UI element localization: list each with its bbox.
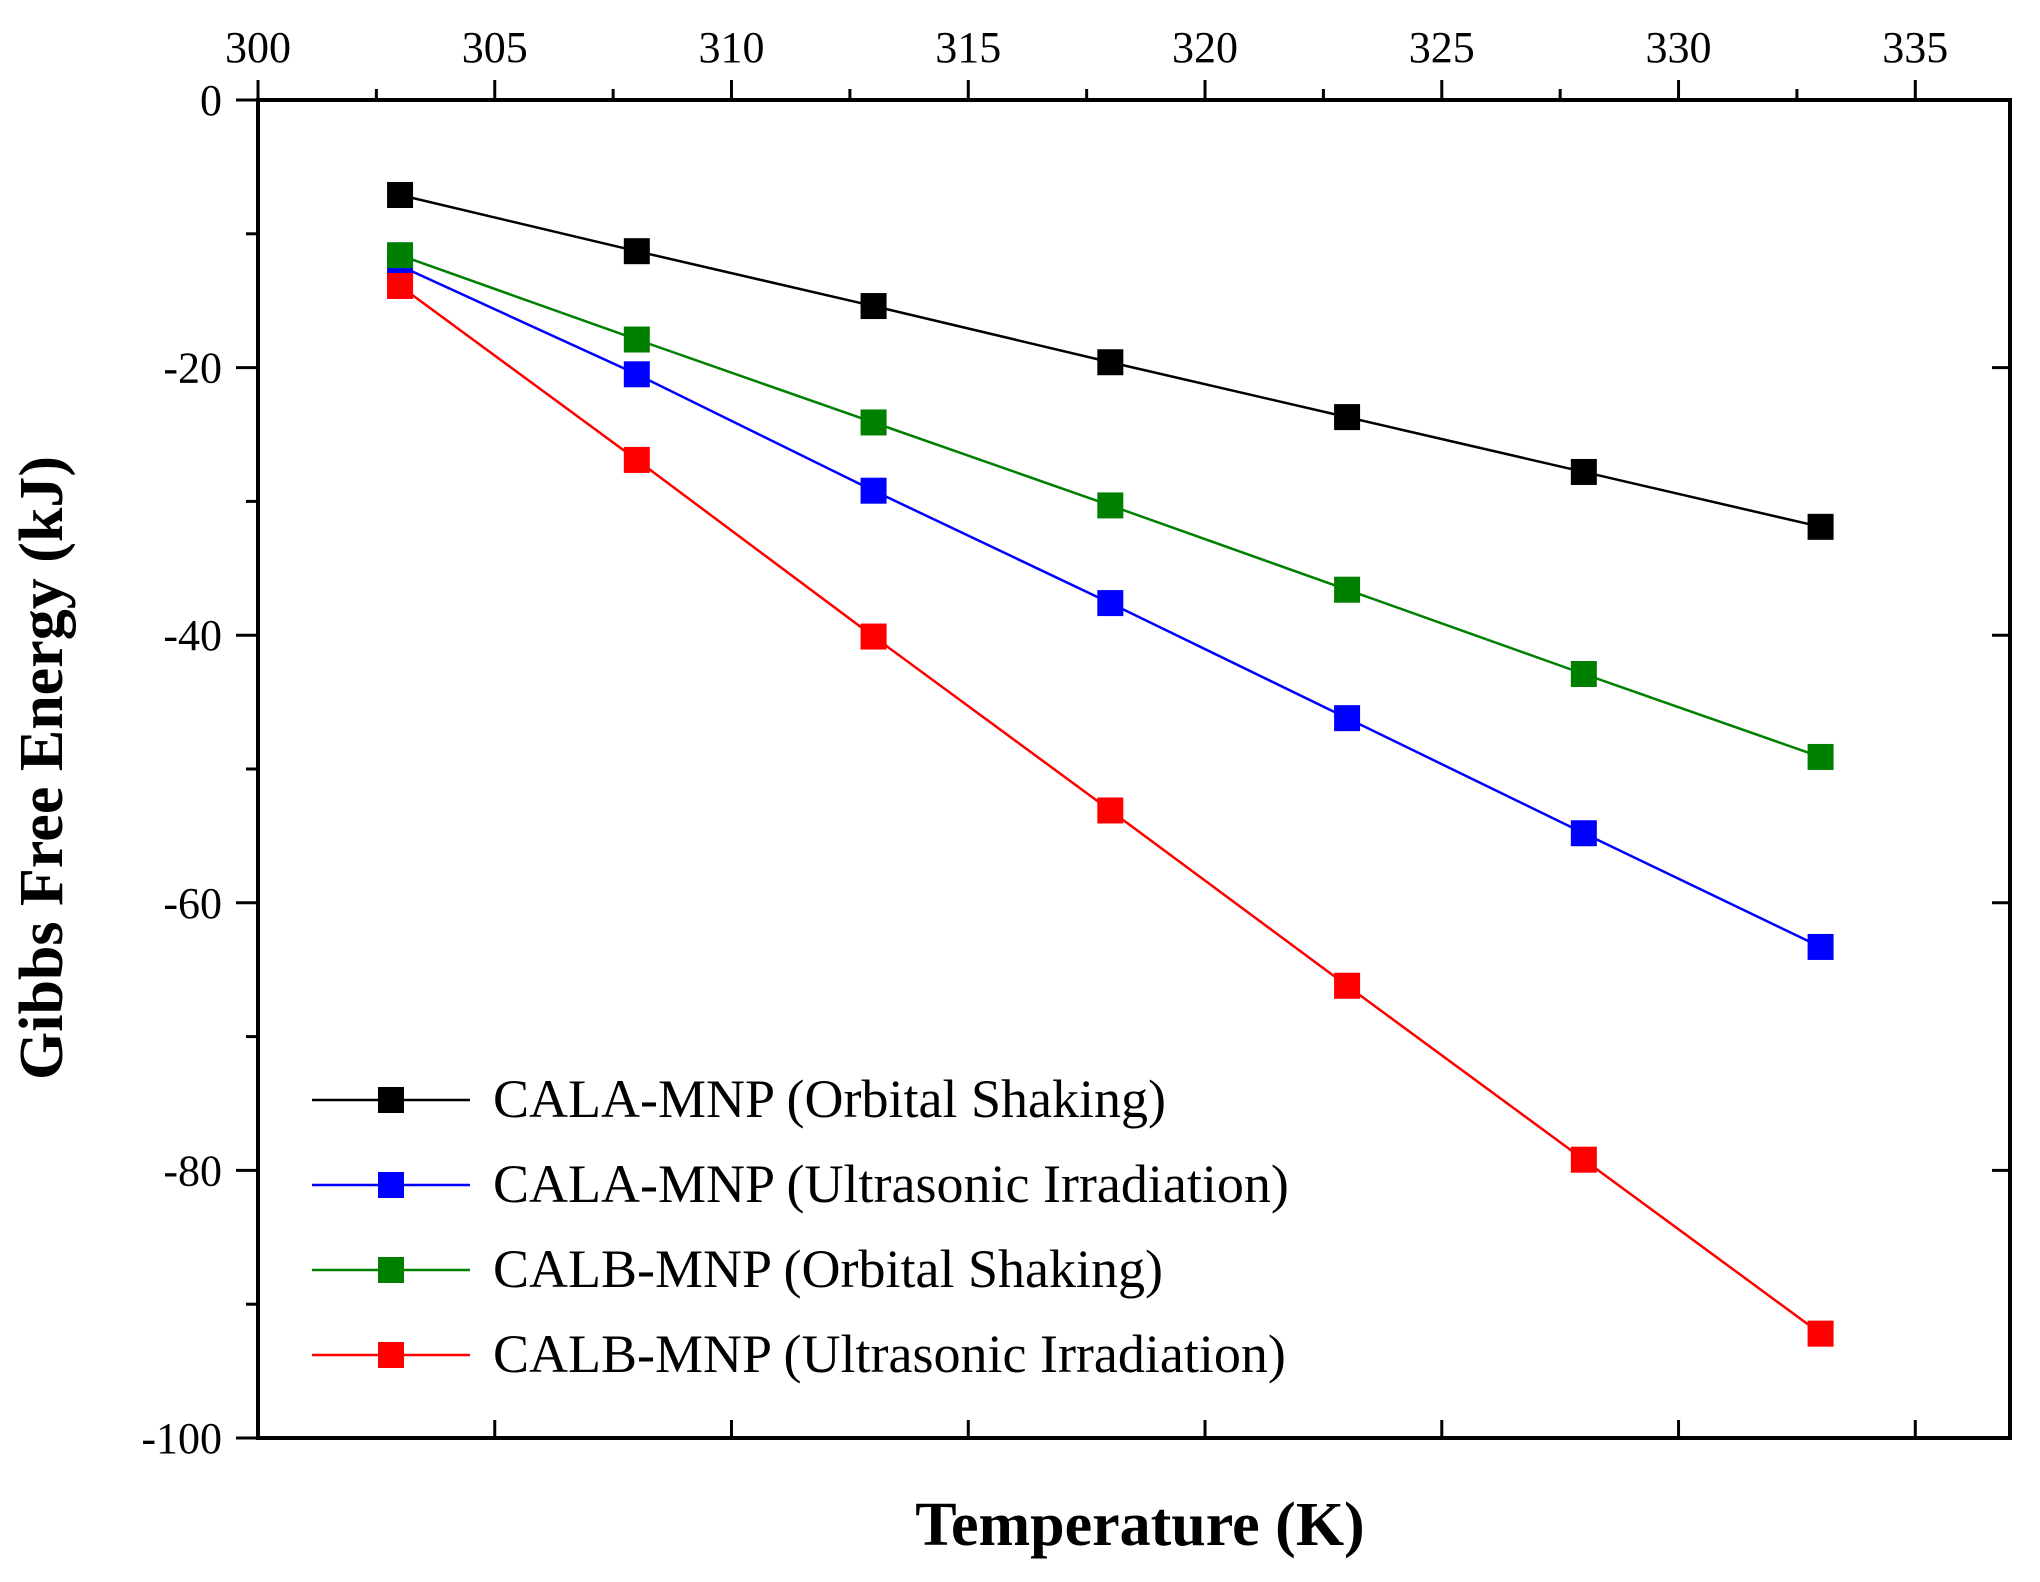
legend-label: CALB-MNP (Orbital Shaking): [493, 1239, 1163, 1299]
data-point: [623, 361, 650, 388]
data-point: [1807, 1320, 1834, 1347]
data-point: [387, 242, 414, 269]
x-tick-label: 310: [699, 23, 765, 72]
series-layer: [387, 181, 1834, 1347]
series-4: [387, 272, 1834, 1347]
data-point: [1570, 820, 1597, 847]
data-point: [860, 477, 887, 504]
x-tick-label: 300: [225, 23, 291, 72]
data-point: [1097, 797, 1124, 824]
data-point: [623, 446, 650, 473]
y-axis-title: Gibbs Free Energy (kJ): [8, 456, 76, 1080]
x-tick-label: 320: [1172, 23, 1238, 72]
y-tick-label: -60: [163, 879, 222, 928]
data-point: [860, 623, 887, 650]
series-2: [387, 252, 1834, 960]
x-axis-title: Temperature (K): [915, 1491, 1364, 1559]
data-point: [1097, 349, 1124, 376]
x-tick-label: 305: [462, 23, 528, 72]
legend-marker: [378, 1257, 404, 1283]
data-point: [1570, 1146, 1597, 1173]
x-tick-label: 330: [1646, 23, 1712, 72]
x-tick-label: 335: [1882, 23, 1948, 72]
data-point: [623, 326, 650, 353]
legend-label: CALB-MNP (Ultrasonic Irradiation): [493, 1324, 1286, 1384]
data-point: [1334, 404, 1361, 431]
x-axis-ticks: 300 305 310 315 320 325 330 335: [225, 23, 1948, 1438]
y-tick-label: -80: [163, 1146, 222, 1195]
data-point: [1807, 513, 1834, 540]
data-point: [623, 238, 650, 265]
legend-label: CALA-MNP (Orbital Shaking): [493, 1069, 1166, 1129]
legend-entry: CALA-MNP (Ultrasonic Irradiation): [312, 1154, 1289, 1214]
axes-frame: [256, 98, 2012, 1440]
legend-marker: [378, 1342, 404, 1368]
data-point: [387, 181, 414, 208]
data-point: [1570, 458, 1597, 485]
legend: CALA-MNP (Orbital Shaking) CALA-MNP (Ultr…: [312, 1069, 1289, 1384]
y-tick-label: -40: [163, 611, 222, 660]
data-point: [1334, 576, 1361, 603]
data-point: [1570, 661, 1597, 688]
plot-frame: [256, 98, 2012, 1440]
data-point: [1807, 933, 1834, 960]
data-point: [1097, 492, 1124, 519]
data-point: [1807, 743, 1834, 770]
y-tick-label: 0: [200, 76, 222, 125]
data-point: [1334, 972, 1361, 999]
y-tick-label: -100: [141, 1414, 222, 1463]
legend-marker: [378, 1172, 404, 1198]
data-point: [860, 409, 887, 436]
data-point: [860, 293, 887, 320]
y-tick-label: -20: [163, 344, 222, 393]
x-tick-label: 325: [1409, 23, 1475, 72]
series-3: [387, 242, 1834, 770]
data-point: [1097, 590, 1124, 617]
y-axis-ticks: 0 -20 -40 -60 -80 -100: [141, 76, 2010, 1463]
data-point: [387, 272, 414, 299]
legend-label: CALA-MNP (Ultrasonic Irradiation): [493, 1154, 1289, 1214]
x-tick-label: 315: [935, 23, 1001, 72]
legend-entry: CALA-MNP (Orbital Shaking): [312, 1069, 1166, 1129]
legend-entry: CALB-MNP (Ultrasonic Irradiation): [312, 1324, 1286, 1384]
series-1: [387, 181, 1834, 540]
data-point: [1334, 705, 1361, 732]
legend-marker: [378, 1087, 404, 1113]
legend-entry: CALB-MNP (Orbital Shaking): [312, 1239, 1163, 1299]
